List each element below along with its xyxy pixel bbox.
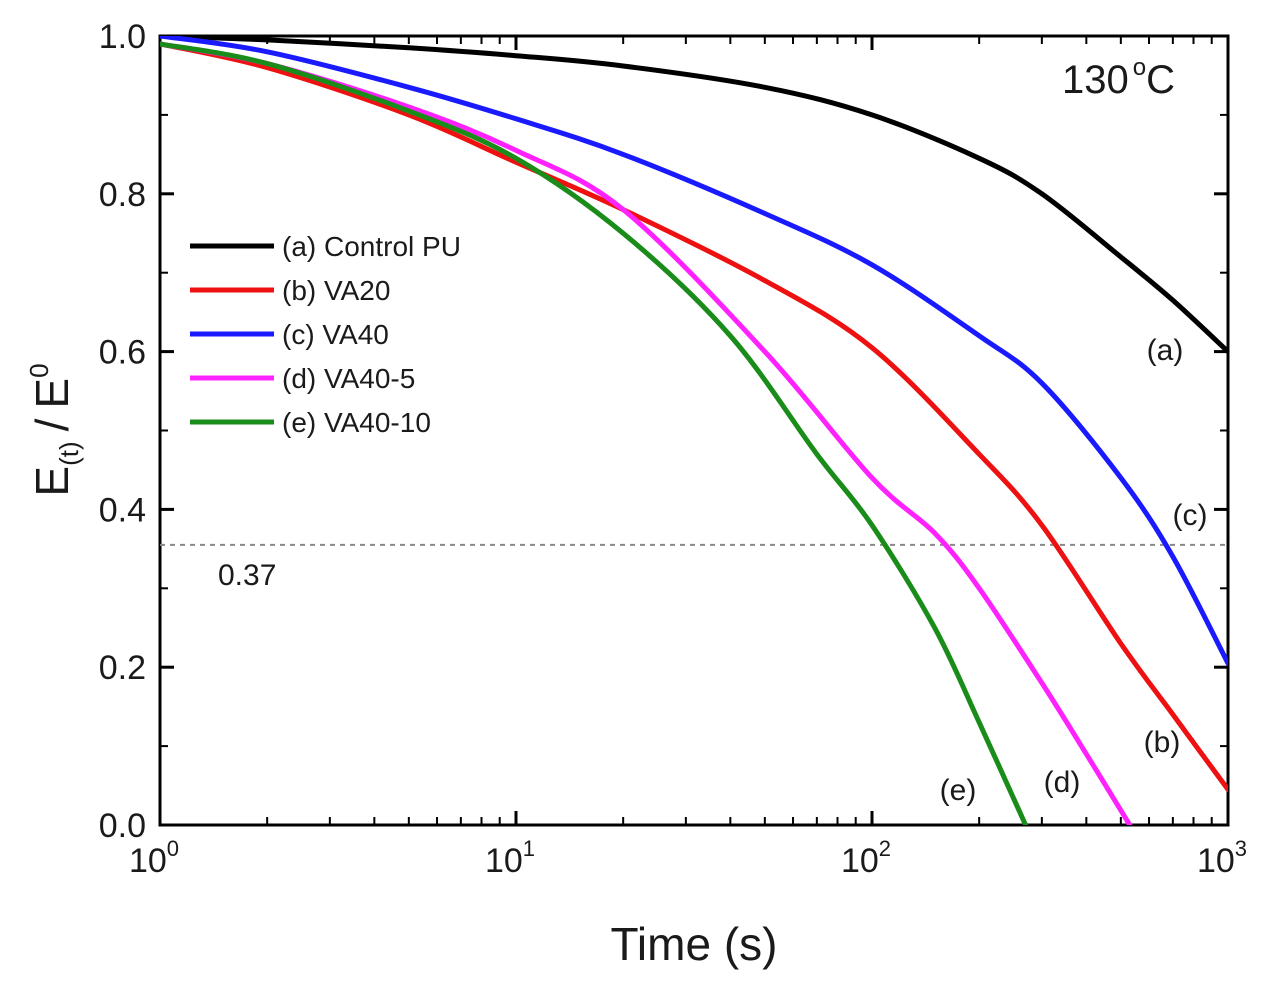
legend-label-4: (e) VA40-10 xyxy=(282,407,431,438)
y-tick-label: 0.0 xyxy=(99,807,146,845)
series-line-2 xyxy=(160,36,1228,666)
y-title-denominator: E xyxy=(26,378,78,409)
curve-tags: (a) (b) (c) (d) (e) xyxy=(940,334,1208,807)
y-tick-label: 0.8 xyxy=(99,176,146,214)
curve-tag-1: (b) xyxy=(1144,726,1181,759)
temperature-unit: C xyxy=(1146,58,1175,102)
y-tick-label: 0.6 xyxy=(99,334,146,372)
x-tick-exponent: 2 xyxy=(879,836,891,861)
temperature-degree: o xyxy=(1133,54,1146,81)
x-tick-label: 101 xyxy=(485,836,535,880)
y-tick-label: 1.0 xyxy=(99,18,146,56)
series-line-3 xyxy=(160,41,1133,825)
x-tick-exponent: 3 xyxy=(1235,836,1247,861)
series-group xyxy=(160,36,1228,825)
x-tick-label: 100 xyxy=(129,836,179,880)
y-title-superscript: 0 xyxy=(24,363,54,377)
curve-tag-4: (e) xyxy=(940,774,977,807)
x-tick-base: 10 xyxy=(129,842,167,880)
x-axis-title: Time (s) xyxy=(611,918,778,970)
x-tick-base: 10 xyxy=(841,842,879,880)
curve-tag-2: (c) xyxy=(1173,499,1208,532)
x-tick-base: 10 xyxy=(485,842,523,880)
y-title-separator: / xyxy=(26,418,78,431)
legend-label-3: (d) VA40-5 xyxy=(282,363,415,394)
legend-label-1: (b) VA20 xyxy=(282,275,390,306)
series-line-4 xyxy=(160,41,1029,825)
y-title-base: E xyxy=(26,466,78,497)
y-tick-label: 0.2 xyxy=(99,649,146,687)
reference-line-label: 0.37 xyxy=(218,559,276,592)
x-tick-label: 102 xyxy=(841,836,891,880)
curve-tag-3: (d) xyxy=(1044,766,1081,799)
curve-tag-0: (a) xyxy=(1147,334,1184,367)
x-tick-exponent: 1 xyxy=(523,836,535,861)
series-line-1 xyxy=(160,41,1228,792)
svg-text:E(t)/E0: E(t)/E0 xyxy=(24,363,84,496)
x-tick-label: 103 xyxy=(1197,836,1247,880)
temperature-value: 130 xyxy=(1062,58,1129,102)
legend-label-0: (a) Control PU xyxy=(282,231,461,262)
y-tick-labels: 0.0 0.2 0.4 0.6 0.8 1.0 xyxy=(99,18,146,845)
y-axis-title: E(t)/E0 xyxy=(24,363,84,496)
legend: (a) Control PU (b) VA20 (c) VA40 (d) VA40-5… xyxy=(190,231,461,438)
legend-label-2: (c) VA40 xyxy=(282,319,389,350)
y-tick-label: 0.4 xyxy=(99,491,146,529)
y-title-subscript: (t) xyxy=(54,441,84,466)
x-tick-labels: 100 101 102 103 xyxy=(129,836,1247,880)
temperature-annotation: 130 oC xyxy=(1062,54,1175,102)
series-line-0 xyxy=(160,36,1228,355)
x-tick-exponent: 0 xyxy=(167,836,179,861)
x-tick-base: 10 xyxy=(1197,842,1235,880)
